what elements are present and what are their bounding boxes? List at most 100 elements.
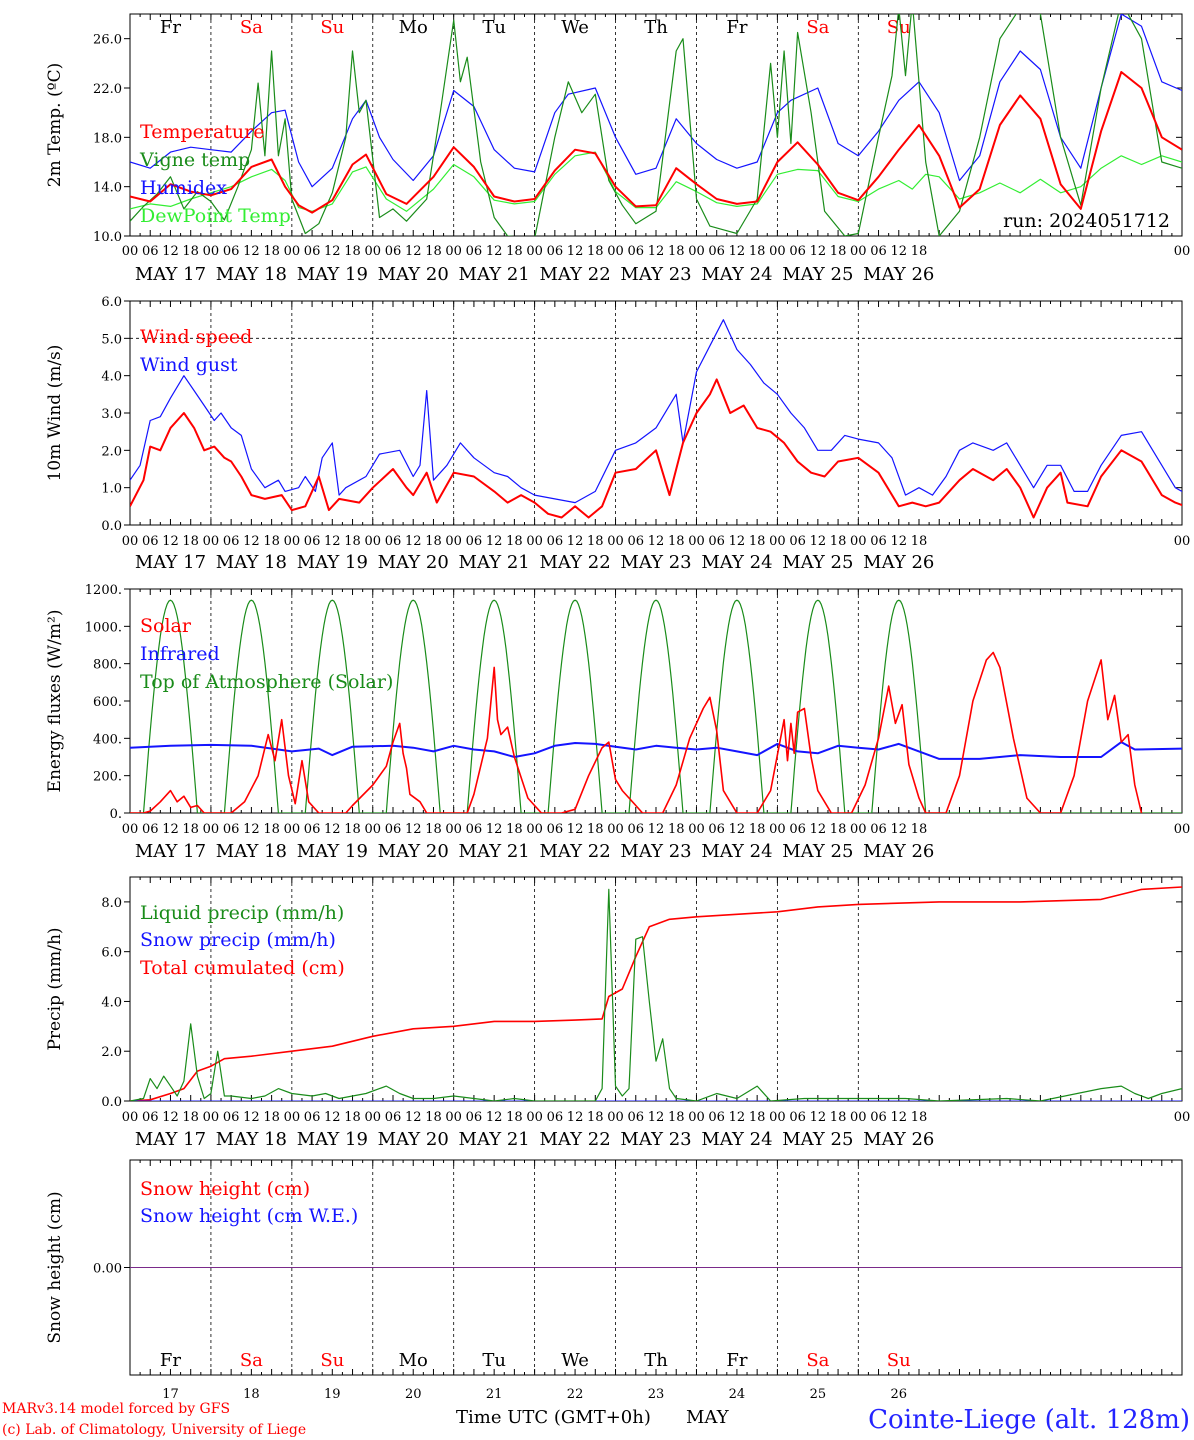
date-label: MAY 20 bbox=[378, 264, 449, 285]
date-label: MAY 25 bbox=[782, 841, 853, 862]
hour-tick-label: 12 bbox=[567, 1110, 584, 1125]
hour-tick-label: 00 bbox=[203, 822, 220, 837]
hour-tick-label: 18 bbox=[425, 822, 442, 837]
hour-tick-label: 00 bbox=[769, 1110, 786, 1125]
hour-tick-label: 06 bbox=[142, 1110, 159, 1125]
hour-tick-label: 18 bbox=[425, 244, 442, 259]
date-label: MAY 25 bbox=[782, 1129, 853, 1150]
y-axis-label: Snow height (cm) bbox=[45, 1191, 65, 1343]
series-group bbox=[130, 599, 1182, 813]
y-tick-label: 600. bbox=[93, 695, 122, 710]
hour-tick-label: 00 bbox=[1174, 1110, 1191, 1125]
weekday-label: Sa bbox=[240, 17, 263, 38]
date-label: MAY 23 bbox=[620, 264, 691, 285]
hour-tick-label: 12 bbox=[243, 822, 260, 837]
hour-tick-label: 00 bbox=[850, 534, 867, 549]
hour-tick-label: 06 bbox=[708, 244, 725, 259]
y-tick-label: 3.0 bbox=[101, 407, 122, 422]
hour-tick-label: 00 bbox=[122, 534, 139, 549]
y-axis-label: 10m Wind (m/s) bbox=[45, 345, 65, 482]
weekday-label: Tu bbox=[482, 17, 506, 38]
date-label: MAY 19 bbox=[297, 1129, 368, 1150]
date-label: MAY 19 bbox=[297, 552, 368, 573]
hour-tick-label: 12 bbox=[810, 822, 827, 837]
hour-tick-label: 18 bbox=[587, 244, 604, 259]
y-tick-label: 1000. bbox=[85, 620, 122, 635]
hour-tick-label: 12 bbox=[648, 1110, 665, 1125]
run-label: run: 2024051712 bbox=[1003, 210, 1170, 232]
hour-tick-label: 12 bbox=[243, 534, 260, 549]
date-label: MAY 20 bbox=[378, 1129, 449, 1150]
hour-tick-label: 06 bbox=[466, 1110, 483, 1125]
weekday-label: Su bbox=[320, 1350, 344, 1371]
hour-tick-label: 12 bbox=[243, 1110, 260, 1125]
hour-tick-label: 18 bbox=[668, 1110, 685, 1125]
hour-tick-label: 12 bbox=[567, 534, 584, 549]
y-tick-label: 800. bbox=[93, 658, 122, 673]
series-line-temperature bbox=[130, 71, 1182, 214]
series-line-total-cumulated-cm bbox=[130, 886, 1182, 1101]
hour-tick-label: 00 bbox=[607, 822, 624, 837]
hour-tick-label: 12 bbox=[486, 534, 503, 549]
hour-tick-label: 12 bbox=[243, 244, 260, 259]
hour-tick-label: 18 bbox=[425, 1110, 442, 1125]
date-label: MAY 21 bbox=[459, 841, 530, 862]
hour-tick-label: 12 bbox=[405, 534, 422, 549]
legend-entry: Snow precip (mm/h) bbox=[140, 929, 336, 951]
date-label: MAY 26 bbox=[863, 1129, 934, 1150]
hour-tick-label: 06 bbox=[223, 244, 240, 259]
legend-entry: Infrared bbox=[140, 643, 220, 665]
hour-tick-label: 00 bbox=[122, 1110, 139, 1125]
date-label: MAY 22 bbox=[539, 552, 610, 573]
hour-tick-label: 18 bbox=[263, 1110, 280, 1125]
day-number-label: 26 bbox=[890, 1387, 907, 1402]
y-tick-label: 2.0 bbox=[101, 1045, 122, 1060]
date-label: MAY 24 bbox=[701, 1129, 772, 1150]
hour-tick-label: 00 bbox=[1174, 822, 1191, 837]
y-axis-label: 2m Temp. (ºC) bbox=[45, 63, 65, 188]
series-line-top-of-atmosphere-solar bbox=[130, 599, 1182, 813]
hour-tick-label: 12 bbox=[810, 244, 827, 259]
hour-tick-label: 06 bbox=[789, 822, 806, 837]
series-line-humidex bbox=[130, 14, 1182, 188]
hour-tick-label: 00 bbox=[850, 1110, 867, 1125]
hour-tick-label: 18 bbox=[506, 1110, 523, 1125]
hour-tick-label: 00 bbox=[688, 244, 705, 259]
hour-tick-label: 06 bbox=[223, 822, 240, 837]
y-tick-label: 8.0 bbox=[101, 896, 122, 911]
date-label: MAY 22 bbox=[539, 841, 610, 862]
weekday-label: Sa bbox=[806, 1350, 829, 1371]
hour-tick-label: 06 bbox=[708, 534, 725, 549]
y-tick-label: 200. bbox=[93, 770, 122, 785]
series-line-liquid-precip-mm-h bbox=[130, 888, 1182, 1101]
hour-tick-label: 00 bbox=[445, 1110, 462, 1125]
hour-tick-label: 06 bbox=[304, 822, 321, 837]
hour-tick-label: 18 bbox=[587, 534, 604, 549]
hour-tick-label: 12 bbox=[567, 244, 584, 259]
hour-tick-label: 06 bbox=[789, 1110, 806, 1125]
hour-tick-label: 00 bbox=[607, 1110, 624, 1125]
hour-tick-label: 00 bbox=[203, 1110, 220, 1125]
y-tick-label: 10.0 bbox=[93, 230, 122, 245]
hour-tick-label: 18 bbox=[263, 534, 280, 549]
day-number-label: 18 bbox=[243, 1387, 260, 1402]
hour-tick-label: 18 bbox=[668, 244, 685, 259]
x-axis-title: Time UTC (GMT+0h) bbox=[456, 1407, 651, 1428]
day-number-label: 20 bbox=[405, 1387, 422, 1402]
hour-tick-label: 00 bbox=[445, 822, 462, 837]
hour-tick-label: 18 bbox=[668, 822, 685, 837]
hour-tick-label: 12 bbox=[890, 822, 907, 837]
legend-entry: Humidex bbox=[140, 177, 227, 199]
hour-tick-label: 12 bbox=[648, 244, 665, 259]
hour-tick-label: 12 bbox=[810, 1110, 827, 1125]
hour-tick-label: 00 bbox=[526, 822, 543, 837]
hour-tick-label: 18 bbox=[344, 534, 361, 549]
weekday-label: Fr bbox=[160, 17, 181, 38]
date-label: MAY 18 bbox=[216, 552, 287, 573]
hour-tick-label: 00 bbox=[850, 244, 867, 259]
date-label: MAY 25 bbox=[782, 264, 853, 285]
hour-tick-label: 18 bbox=[506, 822, 523, 837]
legend-entry: DewPoint Temp bbox=[140, 205, 291, 227]
hour-tick-label: 12 bbox=[405, 244, 422, 259]
